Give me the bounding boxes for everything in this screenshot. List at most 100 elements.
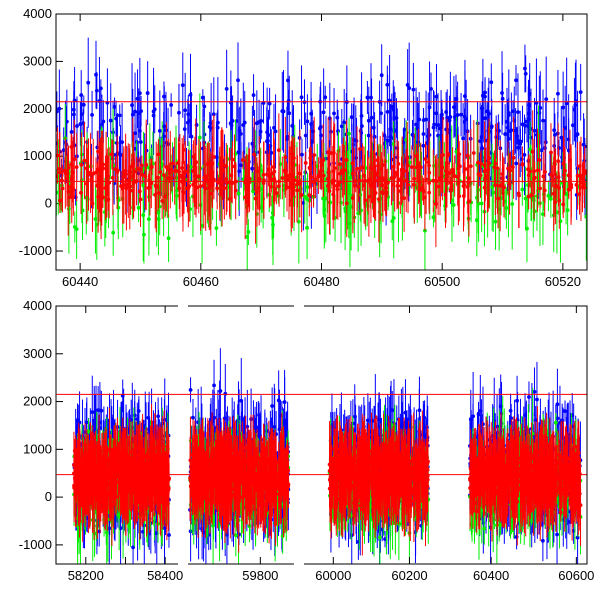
data-point (529, 193, 534, 198)
data-point (528, 147, 532, 152)
data-point (144, 492, 149, 497)
data-point (378, 176, 383, 181)
data-point (284, 137, 289, 142)
data-point (415, 164, 420, 169)
data-point (561, 202, 566, 207)
data-point (130, 479, 135, 483)
data-point (478, 139, 483, 144)
data-point (79, 162, 84, 167)
data-point (138, 197, 143, 202)
data-point (86, 80, 91, 85)
data-point (391, 216, 396, 220)
data-point (538, 186, 542, 191)
data-point (342, 120, 347, 125)
data-point (156, 191, 161, 195)
data-point (405, 83, 410, 87)
data-point (282, 168, 287, 173)
data-point (191, 415, 195, 420)
data-point (101, 195, 105, 200)
data-point (86, 429, 91, 434)
data-point (386, 138, 390, 143)
data-point (516, 110, 520, 115)
data-point (131, 545, 135, 550)
data-point (356, 184, 361, 189)
data-point (496, 196, 500, 201)
data-point (78, 122, 83, 126)
data-point (452, 115, 457, 119)
data-point (451, 203, 456, 207)
data-point (105, 169, 109, 173)
data-point (154, 185, 159, 189)
data-point (270, 215, 274, 220)
data-point (480, 106, 485, 111)
data-point (92, 418, 97, 423)
data-point (506, 166, 510, 171)
data-point (461, 194, 466, 198)
data-point (207, 185, 212, 190)
data-point (112, 104, 117, 109)
data-point (125, 463, 130, 467)
data-point (57, 106, 62, 111)
data-point (335, 182, 340, 187)
data-point (241, 158, 245, 162)
data-point (162, 124, 167, 129)
data-point (526, 183, 530, 188)
data-point (328, 200, 333, 205)
data-point (71, 107, 76, 112)
data-point (204, 176, 208, 181)
data-point (309, 175, 314, 180)
data-point (195, 185, 199, 190)
data-point (211, 112, 216, 117)
data-point (543, 140, 548, 145)
data-point (550, 174, 555, 179)
data-point (551, 191, 556, 196)
data-point (571, 123, 575, 128)
data-point (402, 127, 407, 132)
data-point (95, 145, 100, 150)
data-point (410, 132, 415, 137)
data-point (543, 170, 547, 174)
data-point (407, 160, 412, 165)
data-point (207, 124, 212, 129)
data-point (285, 177, 290, 182)
data-point (483, 94, 487, 99)
data-point (146, 186, 151, 190)
data-point (132, 169, 137, 174)
data-point (82, 158, 87, 163)
data-point (355, 166, 359, 171)
data-point (548, 196, 553, 201)
data-point (276, 148, 281, 153)
data-point (445, 153, 450, 158)
data-point (74, 165, 79, 170)
data-point (246, 230, 251, 234)
data-point (523, 123, 528, 128)
data-point (166, 236, 171, 241)
data-point (434, 94, 439, 99)
data-point (433, 178, 438, 183)
data-point (303, 160, 308, 165)
data-point (161, 173, 166, 178)
data-point (156, 522, 160, 526)
data-point (290, 182, 295, 187)
data-point (181, 147, 186, 152)
data-point (75, 124, 79, 128)
data-point (174, 168, 178, 173)
data-point (96, 465, 101, 470)
data-point (474, 218, 479, 223)
data-point (188, 387, 193, 392)
data-point (476, 160, 480, 165)
data-point (504, 206, 509, 210)
data-point (526, 194, 531, 199)
data-point (205, 162, 210, 167)
data-point (321, 173, 326, 178)
data-point (61, 148, 66, 153)
data-point (511, 109, 515, 114)
data-point (136, 482, 141, 486)
data-point (242, 120, 247, 125)
data-point (427, 190, 432, 195)
y-tick-label: 0 (45, 489, 52, 504)
data-point (162, 526, 167, 530)
data-point (224, 86, 229, 91)
data-point (347, 131, 351, 136)
